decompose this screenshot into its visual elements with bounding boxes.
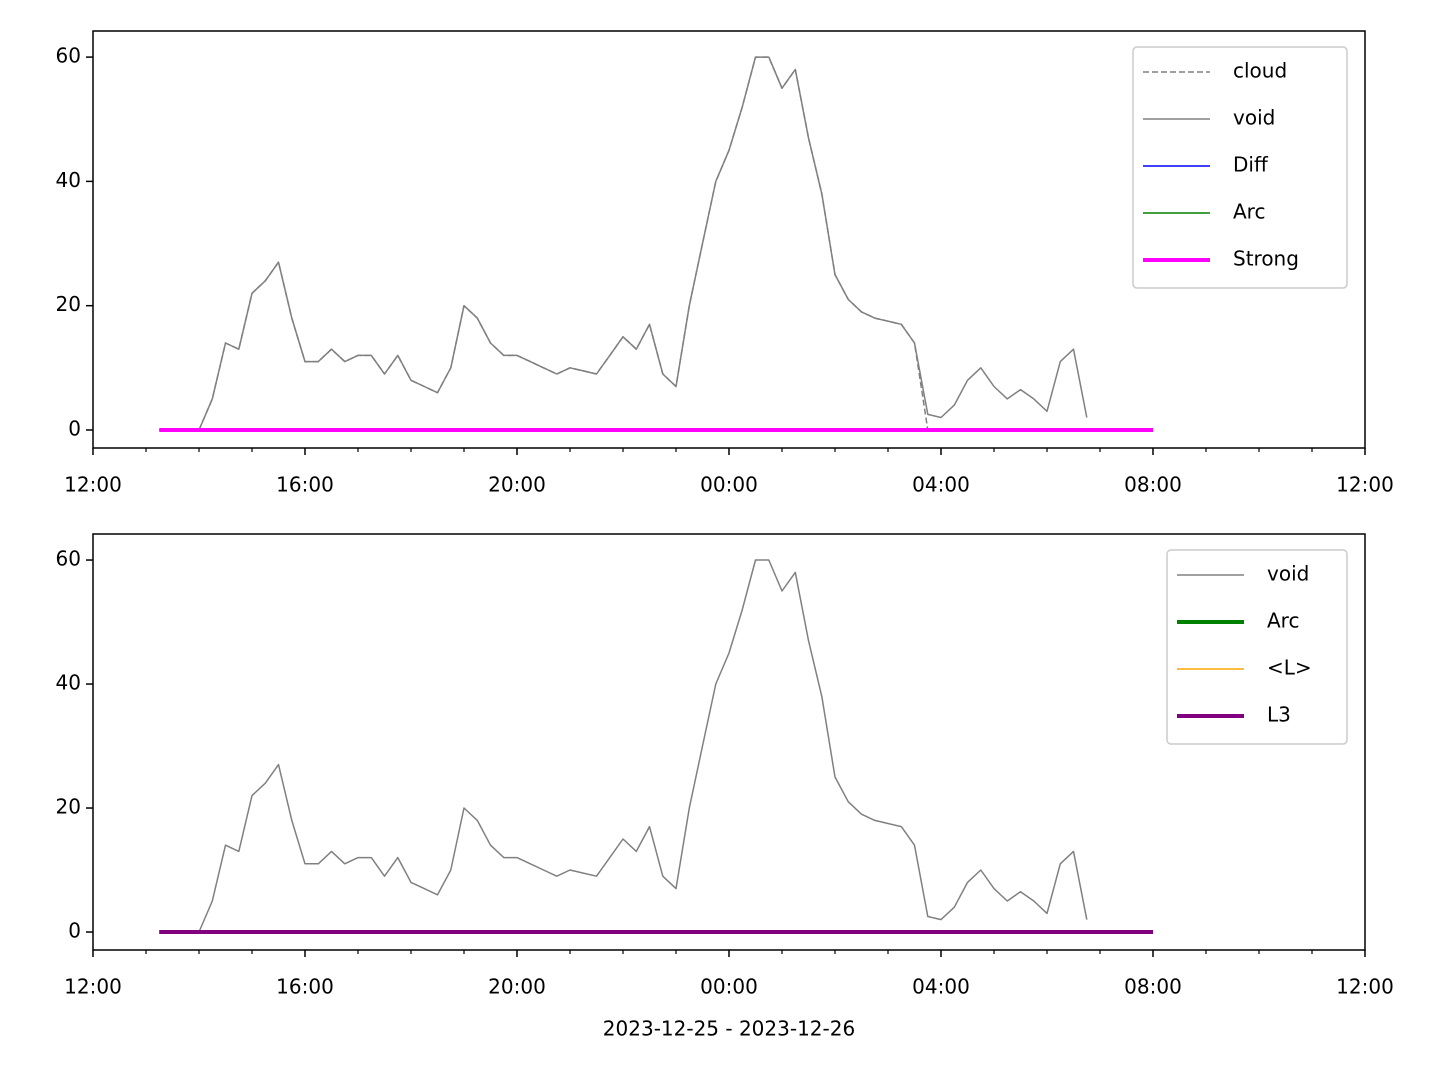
- x-tick-label: 12:00: [64, 975, 122, 999]
- y-tick-label: 0: [68, 416, 81, 440]
- x-tick-label: 00:00: [700, 975, 758, 999]
- x-tick-label: 00:00: [700, 473, 758, 497]
- legend: void Arc <L> L3: [1166, 549, 1348, 745]
- legend-label: Arc: [1233, 200, 1265, 224]
- subplot: 0 20 40 60 12:00 16:00 20:00 00:00 04:00 08:00 12:…: [56, 30, 1394, 497]
- y-tick-label: 40: [56, 168, 81, 192]
- x-tick-label: 20:00: [488, 975, 546, 999]
- axes-frame: [92, 533, 1366, 951]
- legend-label: void: [1233, 106, 1275, 130]
- y-tick-label: 20: [56, 292, 81, 316]
- series-line: [198, 56, 1088, 431]
- x-tick-label: 12:00: [1336, 975, 1394, 999]
- legend-frame: [1132, 46, 1348, 289]
- x-tick-label: 08:00: [1124, 473, 1182, 497]
- legend-label: <L>: [1267, 656, 1312, 680]
- y-tick-label: 60: [56, 547, 81, 571]
- x-axis-label: 2023-12-25 - 2023-12-26: [603, 1017, 855, 1041]
- x-tick-label: 08:00: [1124, 975, 1182, 999]
- legend-label: void: [1267, 562, 1309, 586]
- legend-label: Arc: [1267, 609, 1299, 633]
- legend-label: L3: [1267, 703, 1291, 727]
- x-tick-label: 16:00: [276, 473, 334, 497]
- legend-label: Diff: [1233, 153, 1269, 177]
- legend-label: cloud: [1233, 59, 1287, 83]
- legend-label: Strong: [1233, 247, 1299, 271]
- y-tick-label: 40: [56, 671, 81, 695]
- x-tick-label: 12:00: [1336, 473, 1394, 497]
- series-line: [198, 559, 1088, 933]
- x-tick-label: 04:00: [912, 473, 970, 497]
- legend-frame: [1166, 549, 1348, 745]
- x-tick-label: 04:00: [912, 975, 970, 999]
- y-tick-label: 0: [68, 919, 81, 943]
- y-tick-label: 20: [56, 795, 81, 819]
- x-tick-label: 12:00: [64, 473, 122, 497]
- x-tick-label: 20:00: [488, 473, 546, 497]
- y-tick-label: 60: [56, 44, 81, 68]
- series-line: [198, 56, 1087, 431]
- subplot: 0 20 40 60 12:00 16:00 20:00 00:00 04:00 08:00 12:…: [56, 533, 1394, 1041]
- legend: cloud void Diff Arc Strong: [1132, 46, 1348, 289]
- x-tick-label: 16:00: [276, 975, 334, 999]
- axes-frame: [92, 30, 1366, 449]
